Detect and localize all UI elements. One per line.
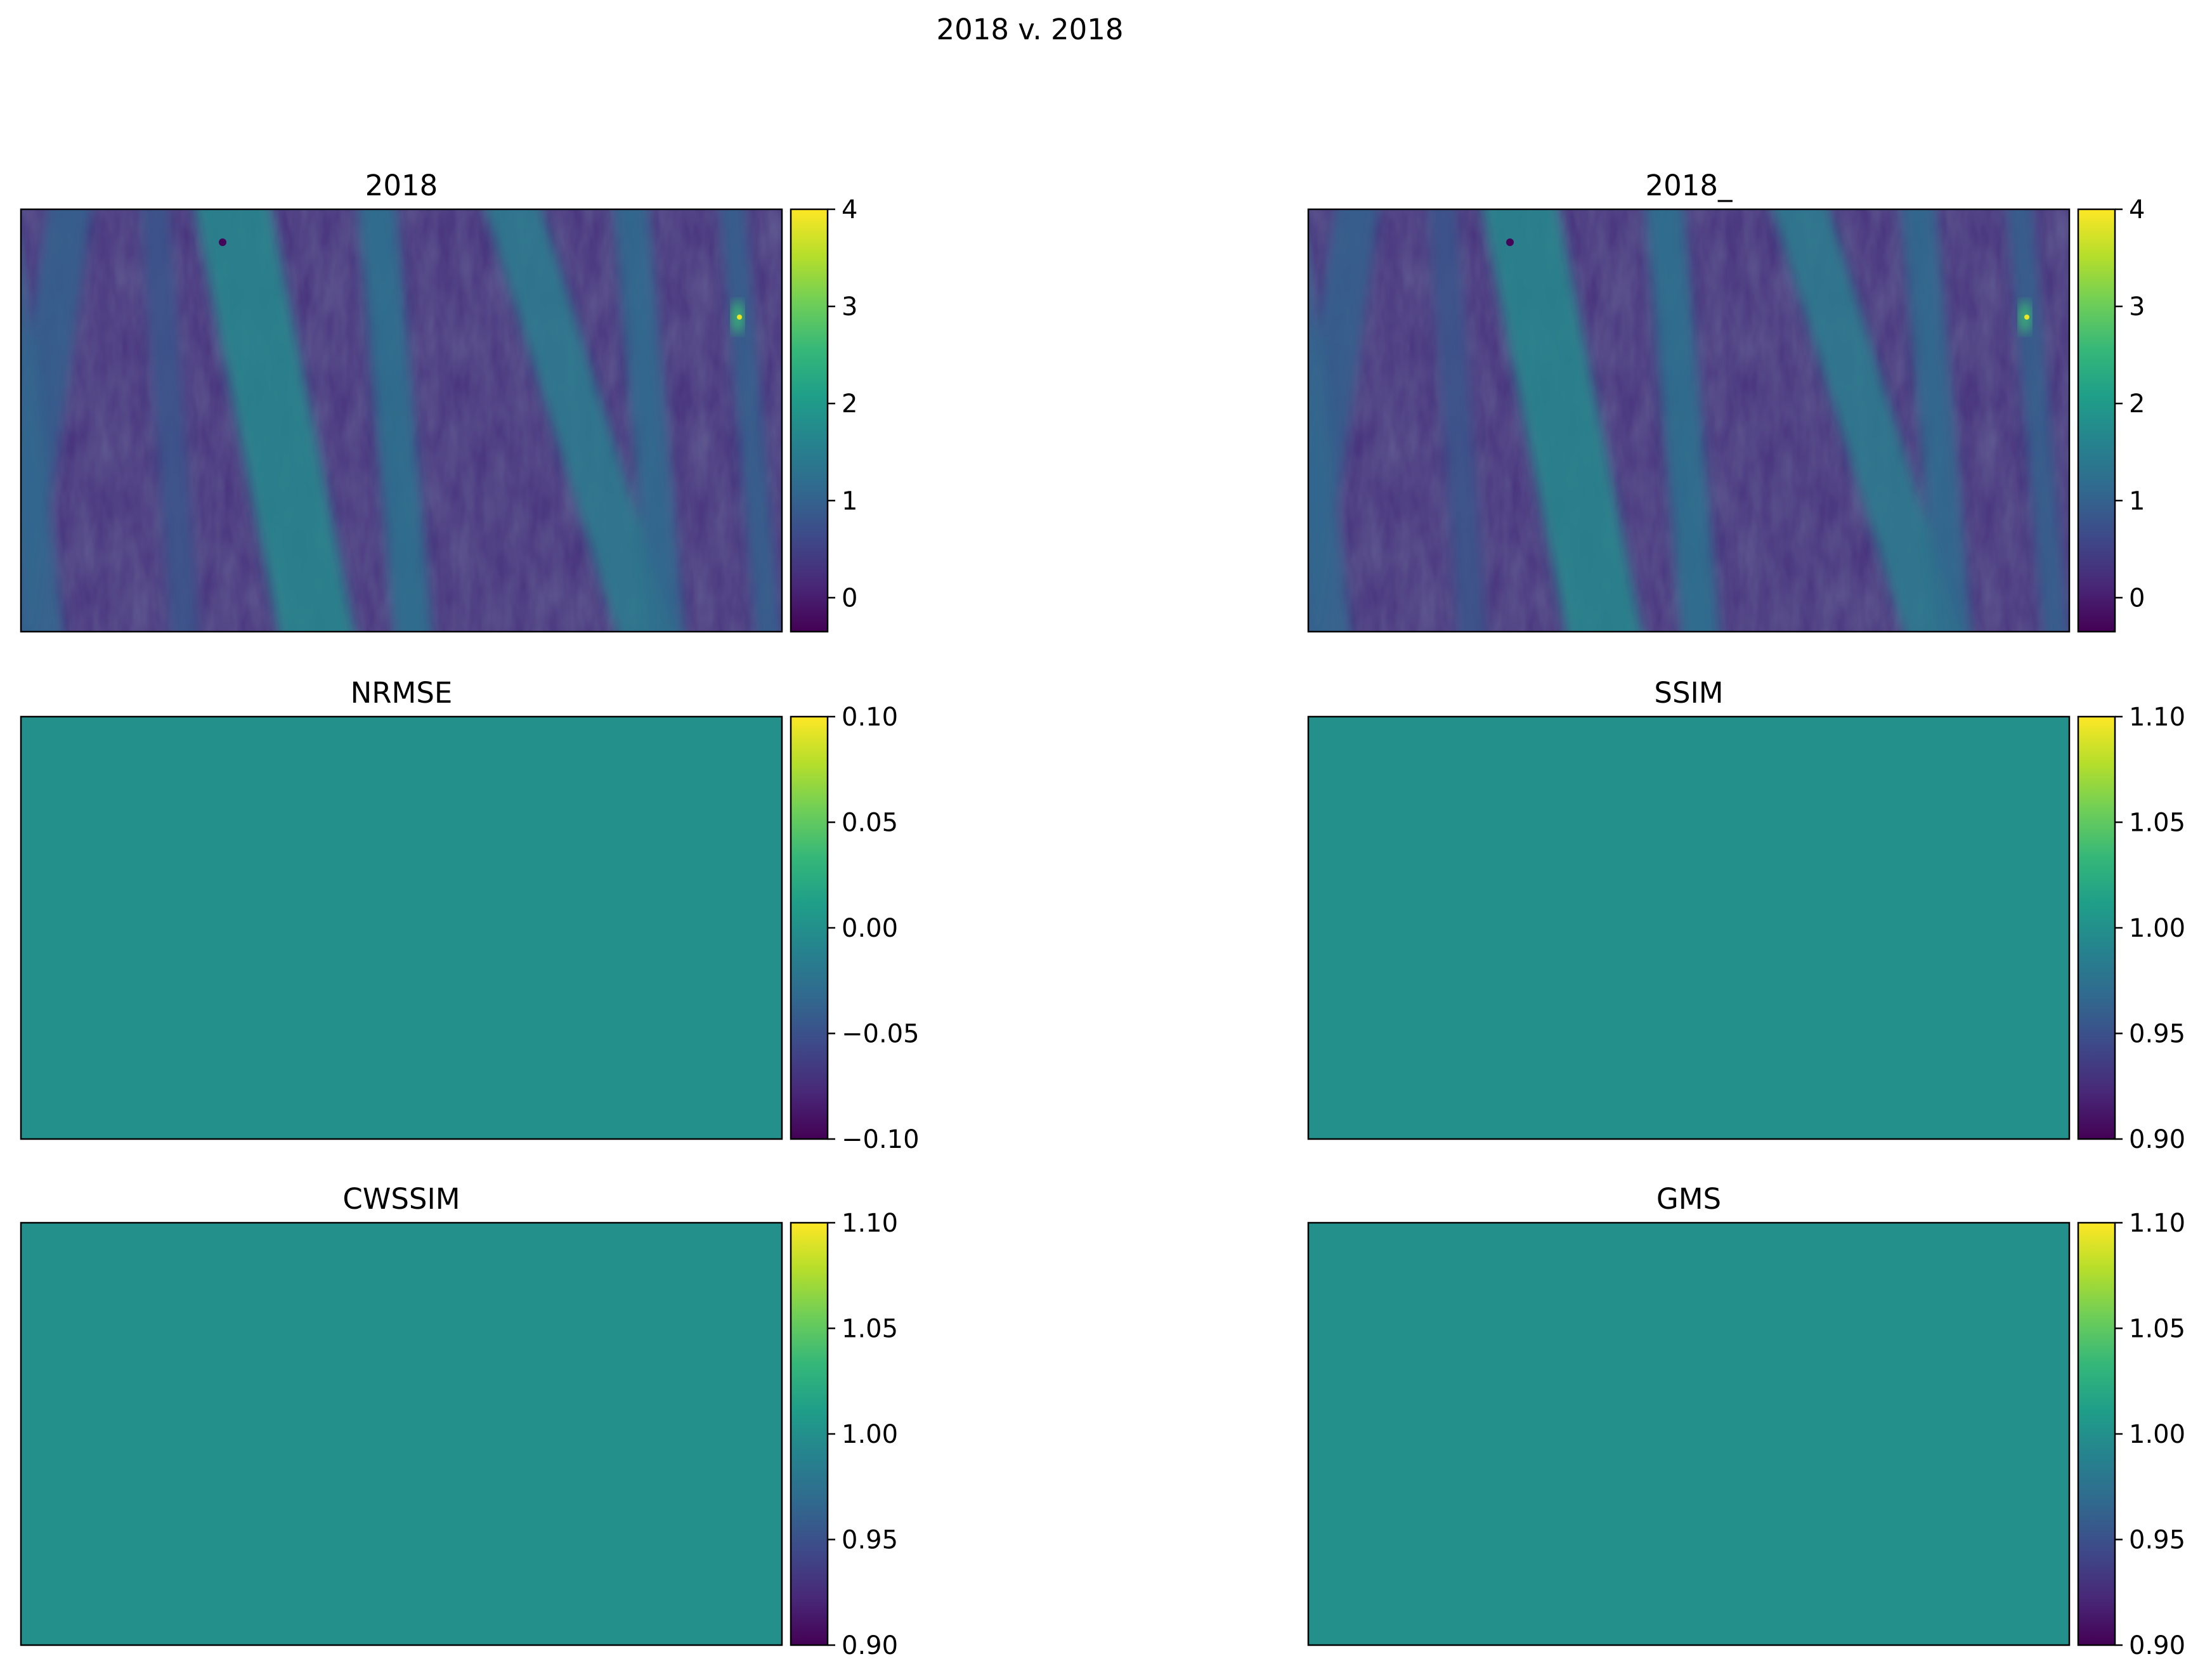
colorbar-tick-label: 4 (842, 195, 857, 225)
heatmap-image (1308, 717, 2069, 1139)
heatmap-image (21, 209, 782, 632)
colorbar-tick-label: 3 (842, 292, 857, 322)
colorbar-tick-label: 1.00 (2129, 914, 2185, 943)
heatmap-image (21, 717, 782, 1139)
panel-nrmse: NRMSE 0.10 0.05 0.00 −0.05 −0.10 (20, 676, 920, 1154)
colorbar: 0 1 2 3 4 (790, 195, 857, 633)
colorbar-tick-label: 1 (2129, 486, 2145, 516)
panel-title: CWSSIM (342, 1182, 460, 1216)
panel-ssim: SSIM 1.10 1.05 1.00 0.95 0.90 (1307, 676, 2185, 1154)
panel-title: NRMSE (351, 676, 453, 710)
panels: 2018 0 1 2 3 4 2018_ 0 1 2 3 4 NRMSE 0.10 0.05 0.00 −0.0… (20, 169, 2185, 1660)
colorbar-tick-label: 0.90 (2129, 1631, 2185, 1660)
colorbar-tick-label: 1.05 (842, 1315, 898, 1344)
colorbar-tick-label: −0.05 (842, 1020, 920, 1049)
colorbar-tick-label: 1.05 (2129, 809, 2185, 838)
axes-frame (1307, 1221, 2071, 1646)
colorbar-tick-label: 1.05 (2129, 1315, 2185, 1344)
colorbar-tick-label: 0.90 (2129, 1125, 2185, 1154)
colorbar-tick-label: 1 (842, 486, 857, 516)
colorbar-tick-label: 0.95 (842, 1526, 898, 1555)
panel-gms: GMS 1.10 1.05 1.00 0.95 0.90 (1307, 1182, 2185, 1660)
colorbar: 0 1 2 3 4 (2077, 195, 2145, 633)
colorbar: 0.10 0.05 0.00 −0.05 −0.10 (790, 703, 920, 1154)
colorbar-tick-label: −0.10 (842, 1125, 920, 1154)
colorbar-tick-label: 0.90 (842, 1631, 898, 1660)
colorbar-tick-label: 2 (842, 389, 857, 419)
colorbar-tick-label: 0 (2129, 583, 2145, 613)
colorbar-tick-label: 4 (2129, 195, 2145, 225)
axes-frame (1307, 715, 2071, 1140)
heatmap-image (1308, 209, 2069, 632)
panel-title: SSIM (1654, 676, 1723, 710)
heatmap-image (1308, 1223, 2069, 1645)
colorbar: 1.10 1.05 1.00 0.95 0.90 (790, 1209, 898, 1660)
axes-frame (20, 1221, 783, 1646)
colorbar-tick-label: 1.10 (842, 1209, 898, 1238)
colorbar: 1.10 1.05 1.00 0.95 0.90 (2077, 703, 2185, 1154)
axes-frame (20, 715, 783, 1140)
panel-title: GMS (1656, 1182, 1721, 1216)
colorbar-tick-label: 0.10 (842, 703, 898, 732)
panel-2018: 2018 0 1 2 3 4 (20, 169, 857, 633)
colorbar-tick-label: 2 (2129, 389, 2145, 419)
axes-frame (1307, 208, 2071, 633)
colorbar-tick-label: 0.05 (842, 809, 898, 838)
panel-title: 2018_ (1645, 169, 1733, 202)
colorbar-tick-label: 1.10 (2129, 703, 2185, 732)
panel-2018: 2018_ 0 1 2 3 4 (1307, 169, 2145, 633)
heatmap-image (21, 1223, 782, 1645)
figure-suptitle: 2018 v. 2018 (936, 13, 1123, 46)
axes-frame (20, 208, 783, 633)
colorbar-tick-label: 3 (2129, 292, 2145, 322)
colorbar-tick-label: 0 (842, 583, 857, 613)
colorbar-tick-label: 0.00 (842, 914, 898, 943)
panel-cwssim: CWSSIM 1.10 1.05 1.00 0.95 0.90 (20, 1182, 898, 1660)
colorbar-tick-label: 0.95 (2129, 1020, 2185, 1049)
colorbar-tick-label: 1.00 (842, 1420, 898, 1449)
colorbar: 1.10 1.05 1.00 0.95 0.90 (2077, 1209, 2185, 1660)
colorbar-tick-label: 1.10 (2129, 1209, 2185, 1238)
colorbar-tick-label: 0.95 (2129, 1526, 2185, 1555)
colorbar-tick-label: 1.00 (2129, 1420, 2185, 1449)
panel-title: 2018 (365, 169, 438, 202)
